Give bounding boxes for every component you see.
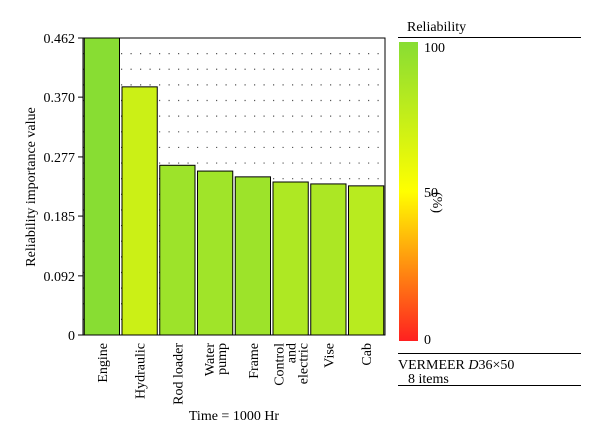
x-category-label: Rod loader <box>171 343 186 405</box>
legend-min-label: 0 <box>424 333 431 348</box>
bars <box>83 37 385 336</box>
bar <box>348 185 385 336</box>
y-axis-title: Reliability importance value <box>24 107 39 266</box>
footer-bottom-rule <box>398 385 581 386</box>
bar <box>310 183 347 336</box>
x-category-label: Vise <box>322 343 337 368</box>
legend-mid-label: 50 <box>424 186 438 201</box>
model-prefix: VERMEER <box>398 358 469 373</box>
x-axis-title: Time = 1000 Hr <box>189 409 280 424</box>
model-italic: D <box>468 358 479 373</box>
y-tick-label: 0 <box>68 329 75 344</box>
bar <box>234 176 271 336</box>
y-tick-label: 0.277 <box>44 151 76 166</box>
bar <box>121 86 158 336</box>
x-category-label: Control <box>273 343 288 386</box>
y-axis-ticks: 0 0.092 0.185 0.277 0.370 0.462 <box>44 32 83 344</box>
bar <box>83 37 120 336</box>
model-suffix: 36×50 <box>478 358 515 373</box>
bar <box>197 170 234 336</box>
reliability-color-scale <box>399 42 418 341</box>
y-tick-label: 0.092 <box>44 270 76 285</box>
x-category-label: Hydraulic <box>134 343 149 399</box>
item-count: 8 items <box>408 372 449 387</box>
y-tick-label: 0.185 <box>44 210 76 225</box>
x-category-label: Engine <box>96 343 111 383</box>
y-tick-label: 0.370 <box>44 91 76 106</box>
x-category-label: Cab <box>360 343 375 366</box>
legend-max-label: 100 <box>424 41 445 56</box>
bar <box>272 181 309 336</box>
x-category-label: pump <box>215 343 230 375</box>
legend-title: Reliability <box>407 20 467 35</box>
x-category-label: and <box>285 343 300 363</box>
bar <box>159 164 196 336</box>
x-category-label: Water <box>203 343 218 376</box>
model-label: VERMEER D36×50 <box>398 358 514 374</box>
x-category-label: Frame <box>247 343 262 379</box>
legend-unit-label: (%) <box>429 192 444 213</box>
legend-top-rule <box>398 37 581 38</box>
plot-frame <box>82 37 386 336</box>
x-category-label: electric <box>297 343 312 384</box>
legend-bottom-rule <box>398 353 581 354</box>
y-tick-label: 0.462 <box>44 32 76 47</box>
